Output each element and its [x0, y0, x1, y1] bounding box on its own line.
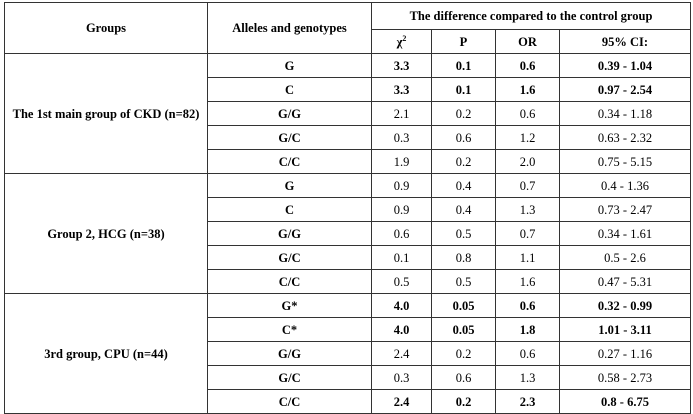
confidence-interval-cell: 0.4 - 1.36 [559, 173, 691, 198]
table-body: The 1st main group of CKD (n=82) G 3.3 0.1 0… [4, 53, 691, 414]
table-row: C 3.3 0.1 1.6 0.97 - 2.54 [5, 77, 691, 102]
p-value-cell: 0.2 [431, 149, 496, 174]
odds-ratio-cell: 2.3 [495, 389, 560, 414]
odds-ratio-cell: 1.3 [495, 197, 560, 222]
p-value-cell: 0.05 [431, 317, 496, 342]
chi-square-cell: 0.6 [371, 221, 432, 246]
header-chi-square: χ2 [371, 29, 432, 54]
table-row: C/C 1.9 0.2 2.0 0.75 - 5.15 [5, 149, 691, 174]
allele-cell: C/C [207, 269, 372, 294]
chi-square-cell: 4.0 [371, 317, 432, 342]
header-groups: Groups [4, 2, 208, 54]
allele-cell: G/C [207, 365, 372, 390]
confidence-interval-cell: 0.34 - 1.18 [559, 101, 691, 126]
group-label: The 1st main group of CKD (n=82) [4, 53, 208, 174]
allele-cell: G/G [207, 221, 372, 246]
odds-ratio-cell: 0.7 [495, 173, 560, 198]
p-value-cell: 0.1 [431, 77, 496, 102]
chi-square-cell: 0.1 [371, 245, 432, 270]
table-header: Groups Alleles and genotypes The differe… [4, 2, 691, 54]
odds-ratio-cell: 1.1 [495, 245, 560, 270]
odds-ratio-cell: 1.6 [495, 77, 560, 102]
confidence-interval-cell: 0.58 - 2.73 [559, 365, 691, 390]
table-row: G/G 0.6 0.5 0.7 0.34 - 1.61 [5, 221, 691, 246]
odds-ratio-cell: 0.6 [495, 293, 560, 318]
table-row: C* 4.0 0.05 1.8 1.01 - 3.11 [5, 317, 691, 342]
chi-square-cell: 1.9 [371, 149, 432, 174]
confidence-interval-cell: 0.34 - 1.61 [559, 221, 691, 246]
confidence-interval-cell: 0.75 - 5.15 [559, 149, 691, 174]
chi-square-cell: 0.3 [371, 365, 432, 390]
confidence-interval-cell: 0.39 - 1.04 [559, 53, 691, 78]
group-label: Group 2, HCG (n=38) [4, 173, 208, 294]
allele-cell: G/G [207, 341, 372, 366]
chi-square-cell: 2.1 [371, 101, 432, 126]
p-value-cell: 0.8 [431, 245, 496, 270]
p-value-cell: 0.6 [431, 125, 496, 150]
allele-cell: G/G [207, 101, 372, 126]
table-row: The 1st main group of CKD (n=82) G 3.3 0.1 0… [4, 53, 691, 174]
chi-square-cell: 0.9 [371, 197, 432, 222]
chi-square-cell: 0.9 [371, 173, 432, 198]
allele-cell: G/C [207, 245, 372, 270]
confidence-interval-cell: 0.97 - 2.54 [559, 77, 691, 102]
allele-cell: C/C [207, 149, 372, 174]
confidence-interval-cell: 0.5 - 2.6 [559, 245, 691, 270]
header-ci: 95% CI: [559, 29, 691, 54]
p-value-cell: 0.4 [431, 197, 496, 222]
odds-ratio-cell: 1.6 [495, 269, 560, 294]
chi-square-cell: 0.5 [371, 269, 432, 294]
odds-ratio-cell: 0.7 [495, 221, 560, 246]
odds-ratio-cell: 2.0 [495, 149, 560, 174]
header-p: P [431, 29, 496, 54]
allele-cell: G [207, 173, 372, 198]
genotype-comparison-table: Groups Alleles and genotypes The differe… [4, 2, 691, 414]
confidence-interval-cell: 0.32 - 0.99 [559, 293, 691, 318]
chi-square-cell: 2.4 [371, 389, 432, 414]
table-row: Group 2, HCG (n=38) G 0.9 0.4 0.7 0.4 - 1.36 [4, 173, 691, 294]
p-value-cell: 0.6 [431, 365, 496, 390]
odds-ratio-cell: 1.2 [495, 125, 560, 150]
p-value-cell: 0.5 [431, 269, 496, 294]
p-value-cell: 0.2 [431, 101, 496, 126]
p-value-cell: 0.2 [431, 389, 496, 414]
header-difference: The difference compared to the control g… [371, 2, 691, 30]
allele-cell: C* [207, 317, 372, 342]
group-label: 3rd group, CPU (n=44) [4, 293, 208, 414]
confidence-interval-cell: 0.47 - 5.31 [559, 269, 691, 294]
p-value-cell: 0.4 [431, 173, 496, 198]
chi-square-cell: 2.4 [371, 341, 432, 366]
header-or: OR [495, 29, 560, 54]
p-value-cell: 0.2 [431, 341, 496, 366]
table-row: G/C 0.1 0.8 1.1 0.5 - 2.6 [5, 245, 691, 270]
confidence-interval-cell: 1.01 - 3.11 [559, 317, 691, 342]
allele-cell: G/C [207, 125, 372, 150]
confidence-interval-cell: 0.8 - 6.75 [559, 389, 691, 414]
chi-square-cell: 4.0 [371, 293, 432, 318]
chi-square-cell: 0.3 [371, 125, 432, 150]
confidence-interval-cell: 0.63 - 2.32 [559, 125, 691, 150]
allele-cell: C [207, 77, 372, 102]
confidence-interval-cell: 0.73 - 2.47 [559, 197, 691, 222]
allele-cell: G [207, 53, 372, 78]
odds-ratio-cell: 0.6 [495, 101, 560, 126]
odds-ratio-cell: 1.3 [495, 365, 560, 390]
allele-cell: G* [207, 293, 372, 318]
chi-square-cell: 3.3 [371, 53, 432, 78]
table-row: C/C 0.5 0.5 1.6 0.47 - 5.31 [5, 269, 691, 294]
p-value-cell: 0.1 [431, 53, 496, 78]
allele-cell: C [207, 197, 372, 222]
confidence-interval-cell: 0.27 - 1.16 [559, 341, 691, 366]
allele-cell: C/C [207, 389, 372, 414]
table-row: 3rd group, CPU (n=44) G* 4.0 0.05 0.6 0.32 - … [4, 293, 691, 414]
odds-ratio-cell: 0.6 [495, 53, 560, 78]
p-value-cell: 0.5 [431, 221, 496, 246]
chi-square-cell: 3.3 [371, 77, 432, 102]
p-value-cell: 0.05 [431, 293, 496, 318]
table-row: G/G 2.1 0.2 0.6 0.34 - 1.18 [5, 101, 691, 126]
odds-ratio-cell: 1.8 [495, 317, 560, 342]
table-row: G/G 2.4 0.2 0.6 0.27 - 1.16 [5, 341, 691, 366]
header-alleles: Alleles and genotypes [207, 2, 372, 54]
odds-ratio-cell: 0.6 [495, 341, 560, 366]
